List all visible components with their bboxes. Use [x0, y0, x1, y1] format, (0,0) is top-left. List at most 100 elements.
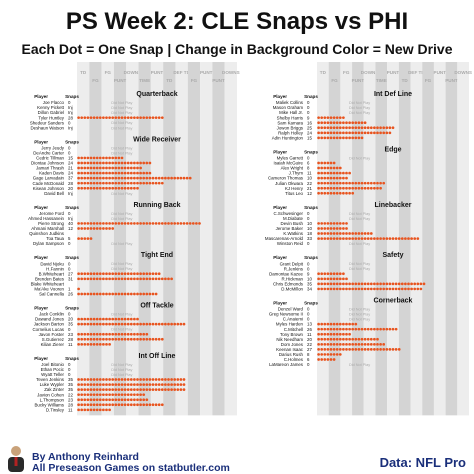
right-snap-dot: [342, 332, 345, 336]
right-snap-dot: [329, 126, 333, 130]
left-snap-dot: [142, 383, 146, 386]
right-snap-dot: [369, 348, 373, 351]
right-snap-dot: [338, 237, 342, 240]
left-snap-dot: [133, 322, 136, 326]
left-snap-dot: [151, 378, 155, 381]
right-player-snaps: 11: [307, 332, 312, 337]
left-player-name: Toa Taua: [46, 236, 64, 241]
right-snap-dot: [326, 277, 330, 281]
right-snap-dot: [335, 353, 339, 356]
left-snap-dot: [98, 161, 102, 165]
left-snap-dot: [111, 393, 115, 397]
right-player-name: Maliek Collins: [276, 100, 304, 105]
left-snap-dot: [117, 171, 121, 175]
right-snap-dot: [345, 131, 348, 135]
left-snap-dot: [136, 332, 139, 336]
right-snap-dot: [357, 282, 361, 286]
right-snap-dot: [366, 337, 370, 341]
right-snap-dot: [338, 191, 342, 195]
left-snap-dot: [176, 222, 180, 225]
left-player-name: David Bell: [44, 191, 64, 196]
left-snap-dot: [83, 378, 87, 381]
right-snap-dot: [354, 136, 358, 140]
right-snap-dot: [320, 181, 324, 185]
left-snap-dot: [92, 161, 96, 165]
left-snap-dot: [139, 171, 142, 175]
left-snap-dot: [133, 332, 136, 336]
left-snap-dot: [160, 116, 164, 120]
left-snap-dot: [117, 156, 121, 160]
left-snap-dot: [123, 222, 127, 225]
right-player-snaps: 12: [307, 191, 312, 196]
right-snap-dot: [326, 181, 330, 185]
left-snap-dot: [117, 337, 121, 341]
right-snap-dot: [404, 287, 407, 291]
right-player-name: Damontae Kazee: [269, 271, 303, 276]
left-snap-dot: [98, 322, 102, 326]
right-snap-dot: [323, 181, 327, 185]
right-snap-dot: [342, 176, 345, 180]
left-snap-dot: [77, 176, 80, 180]
left-snap-dot: [170, 378, 173, 381]
right-player-snaps: 27: [307, 347, 312, 352]
right-snap-dot: [329, 237, 333, 240]
left-snap-dot: [145, 378, 149, 381]
left-snap-dot: [160, 181, 164, 185]
left-snap-dot: [160, 222, 164, 225]
left-drive-header: FG: [191, 78, 198, 83]
right-did-not-play: Did Not Play: [349, 318, 370, 322]
left-snap-dot: [139, 398, 142, 402]
right-snap-dot: [317, 337, 320, 341]
right-snap-dot: [317, 222, 320, 225]
left-snap-dot: [126, 272, 130, 276]
left-snap-dot: [117, 317, 121, 321]
right-drive-header: FG: [425, 78, 432, 83]
left-player-snaps: 28: [68, 181, 73, 186]
left-snap-dot: [126, 337, 130, 341]
left-player-snaps: 20: [68, 317, 73, 322]
right-snap-dot: [345, 176, 348, 180]
left-snap-dot: [89, 408, 93, 412]
left-snap-dot: [80, 332, 84, 336]
right-snap-dot: [323, 227, 327, 230]
left-player-snaps: 22: [68, 392, 73, 397]
right-snap-dot: [363, 237, 367, 240]
right-snap-dot: [348, 136, 351, 140]
right-snap-dot: [369, 342, 373, 346]
left-drive-header: PUNT: [114, 78, 127, 83]
right-snap-dot: [338, 136, 342, 140]
left-did-not-play: Did Not Play: [111, 373, 132, 377]
right-snap-dot: [326, 136, 330, 140]
right-snap-dot: [317, 176, 320, 180]
left-snap-dot: [108, 317, 111, 321]
left-snap-dot: [86, 222, 90, 225]
right-snap-dot: [338, 327, 342, 331]
right-player-snaps: 10: [307, 176, 312, 181]
right-snap-dot: [332, 222, 336, 225]
left-snap-dot: [108, 408, 111, 412]
left-snap-dot: [95, 403, 99, 407]
left-snap-dot: [92, 181, 96, 185]
left-player-name: Tyler Huntley: [38, 115, 64, 120]
left-snap-dot: [86, 237, 90, 240]
right-snap-dot: [332, 272, 336, 276]
right-did-not-play: Did Not Play: [349, 106, 370, 110]
left-snap-dot: [92, 272, 96, 276]
right-drive-header: PUNT: [387, 70, 400, 75]
right-snap-dot: [338, 232, 342, 235]
left-player-snaps: 37: [68, 176, 73, 181]
left-snap-dot: [98, 403, 102, 407]
left-snap-dot: [108, 116, 111, 120]
right-player-name: Mason Graham: [273, 105, 304, 110]
right-snap-dot: [345, 277, 348, 281]
right-player-name: LaMareon James: [269, 362, 304, 367]
left-snap-dot: [102, 181, 105, 185]
left-snap-dot: [120, 378, 124, 381]
left-did-not-play: Did Not Play: [111, 106, 132, 110]
right-snap-dot: [320, 161, 324, 165]
left-snap-dot: [126, 398, 130, 402]
left-snap-dot: [89, 388, 93, 391]
left-snap-dot: [176, 388, 180, 391]
right-drive-header: DOWNS: [454, 70, 472, 75]
right-snap-dot: [366, 131, 370, 135]
